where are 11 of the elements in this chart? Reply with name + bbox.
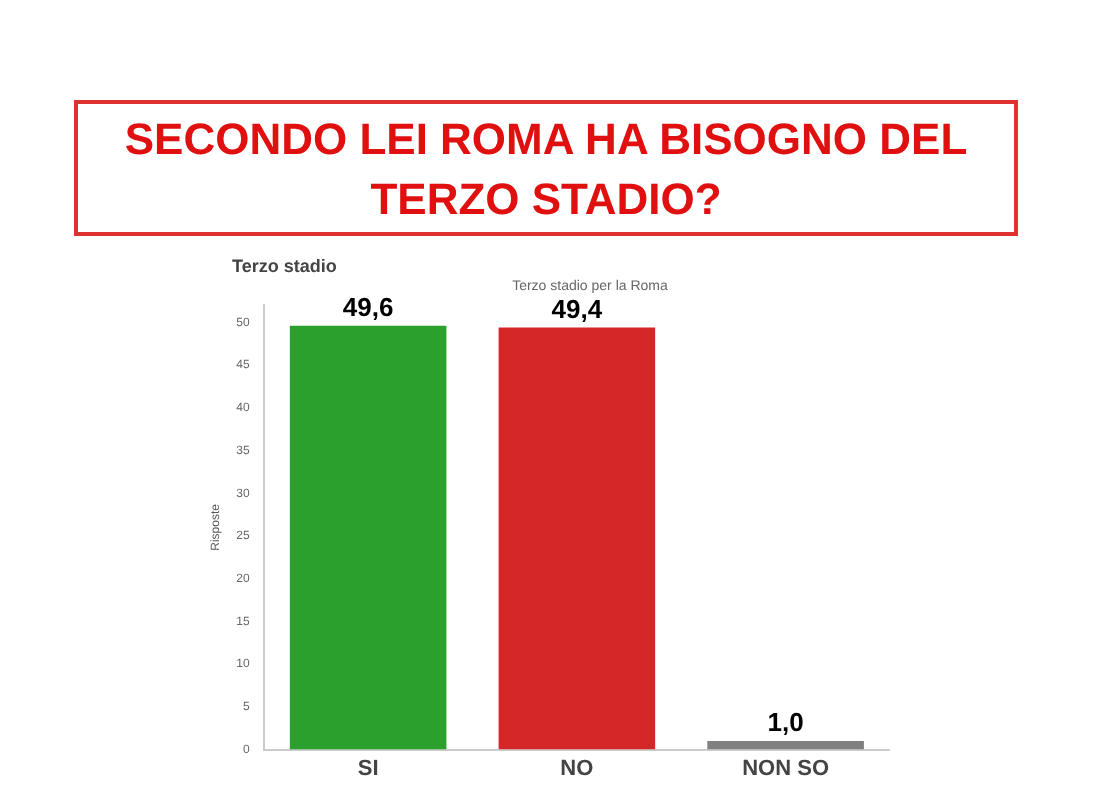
chart-title: SECONDO LEI ROMA HA BISOGNO DEL TERZO STADIO? bbox=[74, 100, 1018, 236]
data-label: 49,6 bbox=[342, 291, 394, 322]
data-label: 1,0 bbox=[767, 707, 804, 738]
bar bbox=[498, 327, 656, 750]
data-label: 49,4 bbox=[551, 293, 604, 324]
chart-subtitle: Terzo stadio bbox=[232, 256, 337, 276]
bar bbox=[289, 325, 447, 750]
x-tick-label: SI bbox=[357, 756, 379, 781]
bar bbox=[707, 741, 864, 750]
x-tick-label: NON SO bbox=[742, 756, 830, 781]
x-tick-label: NO bbox=[560, 756, 595, 781]
